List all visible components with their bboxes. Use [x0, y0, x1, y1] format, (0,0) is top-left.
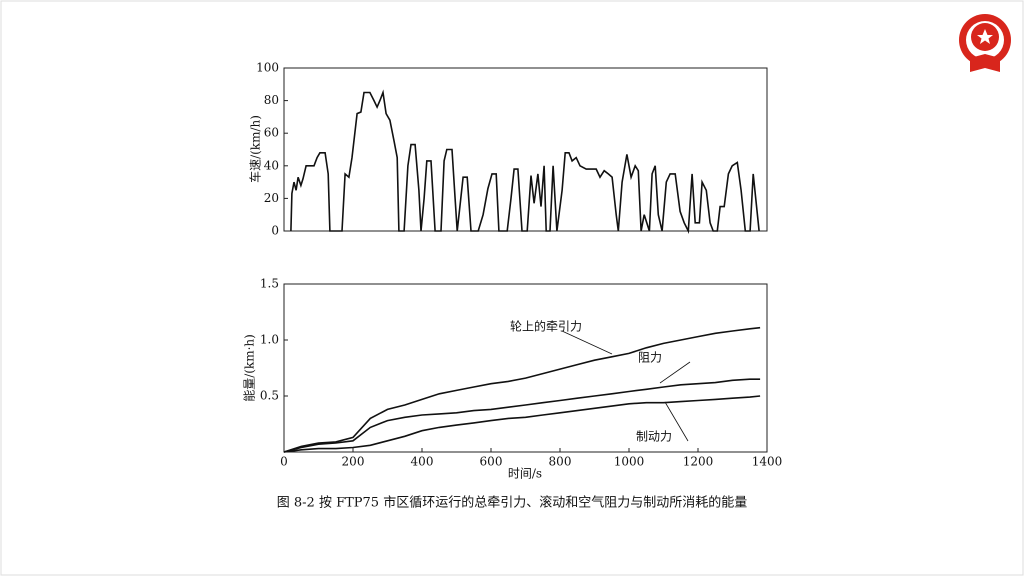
data-line — [283, 326, 761, 453]
y-axis-label: 车速/(km/h) — [248, 115, 263, 183]
annotation-leader — [659, 361, 691, 384]
annotation-leader — [664, 401, 689, 442]
y-tick-label: 60 — [264, 126, 279, 140]
series-label: 阻力 — [638, 351, 662, 365]
x-tick-label: 1000 — [614, 455, 645, 469]
y-tick-label: 1.5 — [260, 277, 279, 291]
logo — [959, 14, 1011, 72]
x-tick-label: 1200 — [683, 455, 714, 469]
caption: 图 8-2 按 FTP75 市区循环运行的总牵引力、滚动和空气阻力与制动所消耗的… — [277, 495, 747, 511]
x-tick-label: 400 — [411, 455, 434, 469]
annotation-leader — [561, 330, 613, 355]
y-tick-label: 20 — [264, 191, 279, 205]
data-line — [283, 378, 761, 453]
x-axis-label: 时间/s — [508, 467, 542, 481]
y-tick-label: 0 — [271, 224, 279, 238]
data-line — [290, 89, 760, 234]
x-tick-label: 1400 — [752, 455, 783, 469]
y-tick-label: 100 — [256, 61, 279, 75]
x-tick-label: 800 — [549, 455, 572, 469]
x-tick-label: 600 — [480, 455, 503, 469]
x-tick-label: 0 — [280, 455, 288, 469]
x-tick-label: 200 — [342, 455, 365, 469]
plot-frame — [283, 283, 768, 453]
data-line — [283, 395, 761, 453]
y-tick-label: 40 — [264, 158, 279, 172]
series-label: 轮上的牵引力 — [510, 319, 582, 334]
y-tick-label: 80 — [264, 93, 279, 107]
y-tick-label: 0.5 — [260, 389, 279, 403]
y-axis-label: 能量/(km·h) — [243, 334, 257, 402]
y-tick-label: 1.0 — [260, 333, 279, 347]
series-label: 制动力 — [636, 430, 672, 444]
